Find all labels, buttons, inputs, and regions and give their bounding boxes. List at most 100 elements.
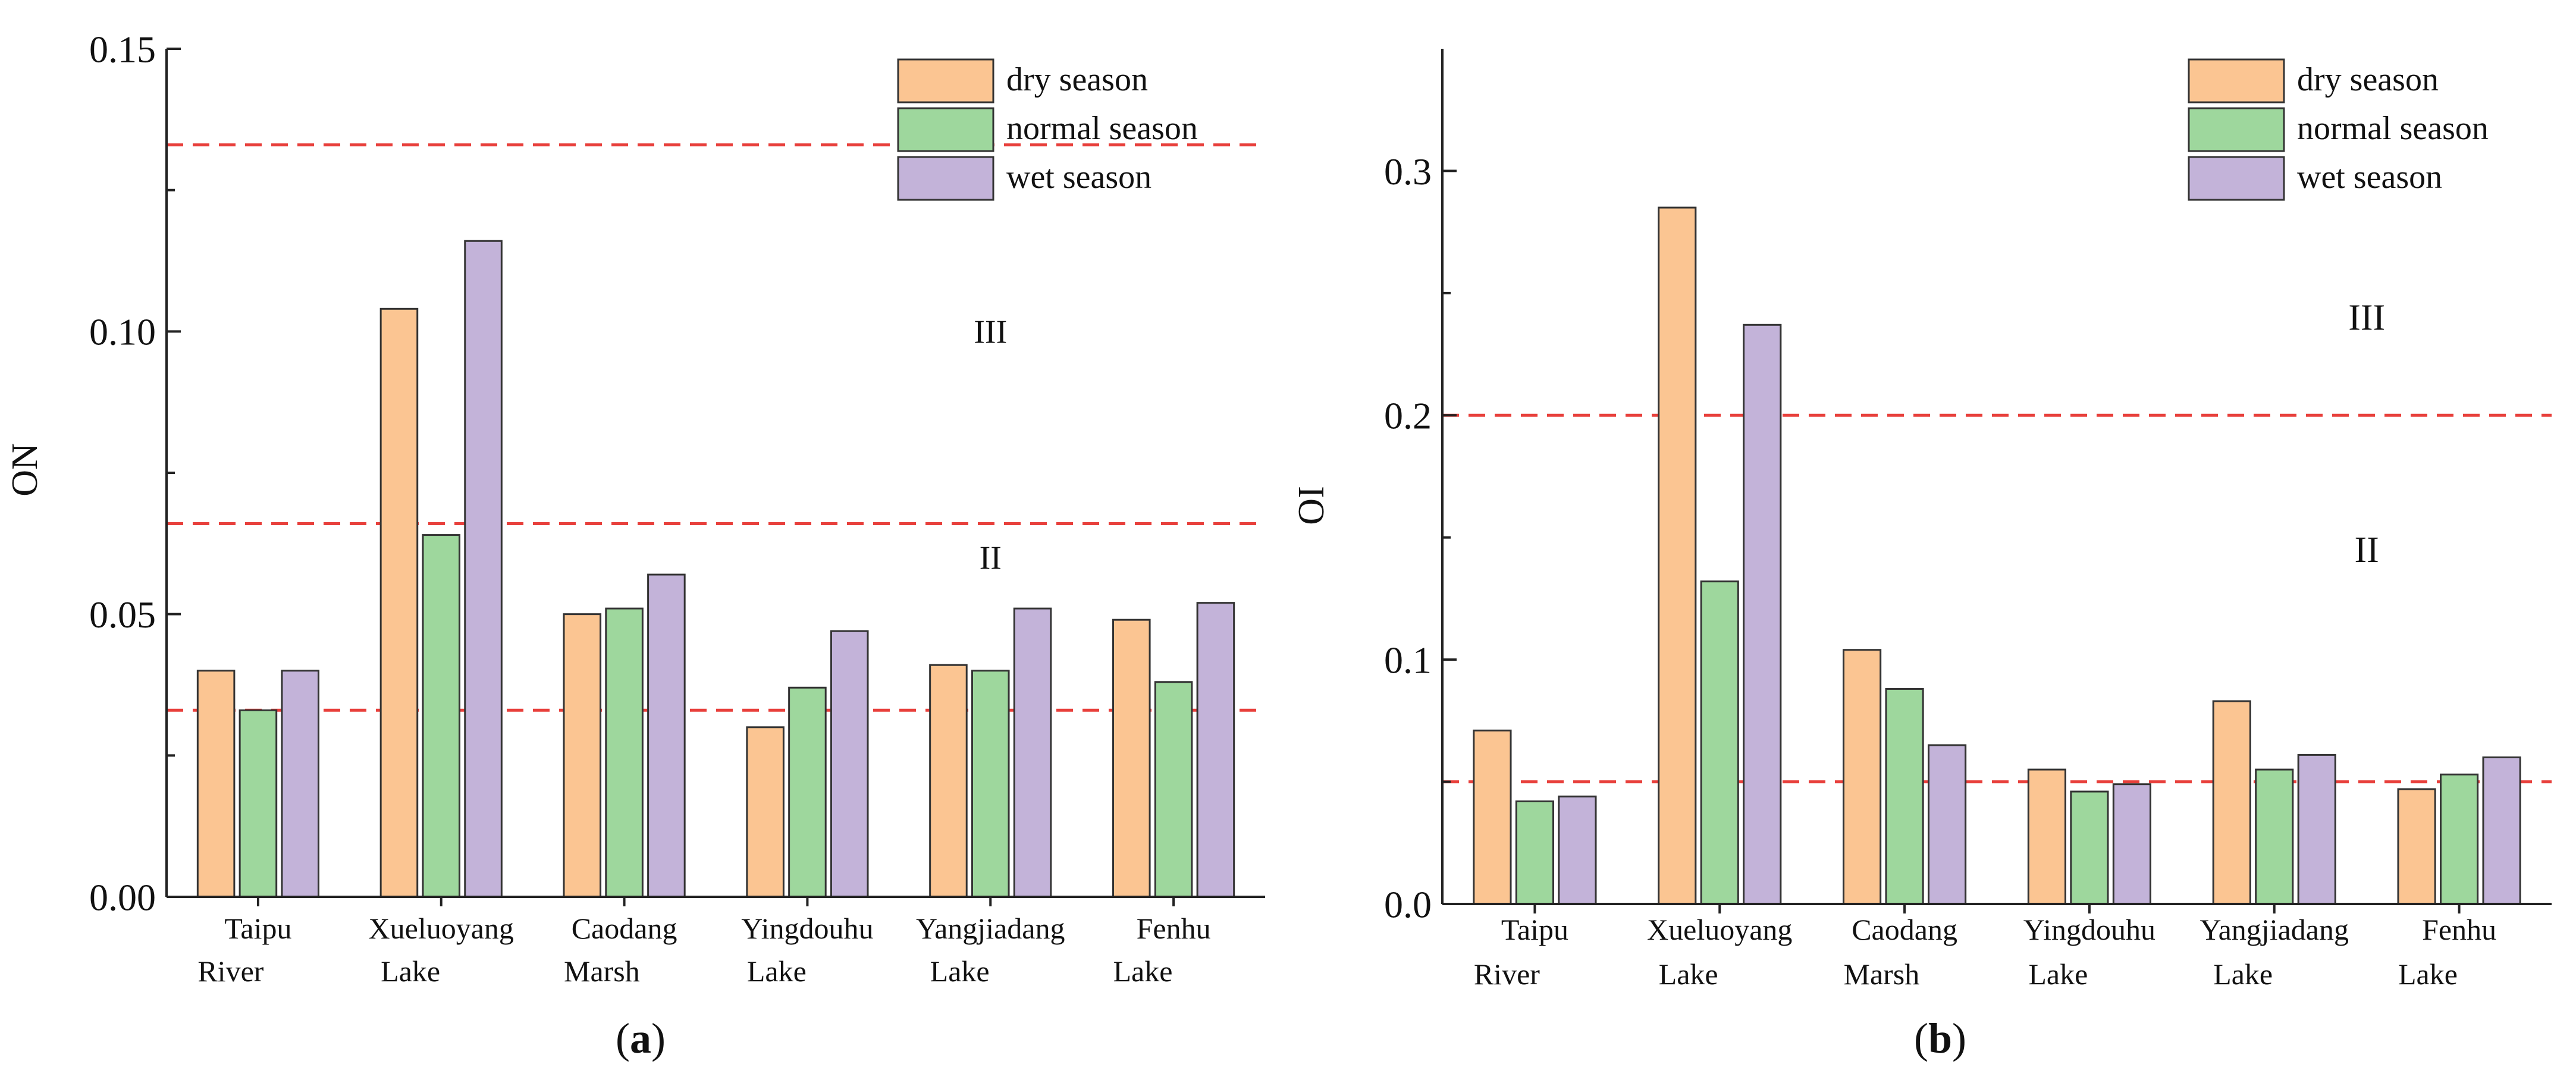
y-tick-label: 0.15 (89, 28, 156, 70)
x-tick-label: Taipu (224, 912, 291, 945)
x-tick-label: Yingdouhu (741, 912, 873, 945)
y-tick-label: 0.05 (89, 594, 156, 636)
bar-wet-season (281, 670, 320, 898)
bar-dry-season (2212, 700, 2251, 905)
bars-b (1473, 206, 2521, 905)
x-tick-label: Caodang (1852, 913, 1957, 946)
chart-panel-a: 0.00 0.05 0.10 0.15 Taipu River Xueluoyang Lak… (5, 28, 1265, 1062)
legend-a: dry season normal season wet season (897, 58, 1198, 201)
x-tick-label: Caodang (572, 912, 677, 945)
y-axis-label-b: OI (1291, 486, 1332, 525)
y-tick-label: 0.2 (1384, 395, 1432, 437)
y-ticks-a: 0.00 0.05 0.10 0.15 (89, 28, 181, 918)
bar-dry-season (1112, 619, 1151, 898)
x-tick-label: Yingdouhu (2023, 913, 2155, 946)
bar-wet-season (1743, 324, 1782, 905)
y-axis-label-a: ON (5, 443, 45, 497)
legend-label: normal season (1006, 110, 1198, 147)
bar-normal-season (239, 709, 278, 898)
bar-dry-season (1658, 206, 1697, 905)
y-tick-label: 0.1 (1384, 639, 1432, 682)
bar-normal-season (2440, 773, 2479, 905)
legend-swatch (2188, 107, 2285, 152)
bar-dry-season (929, 664, 968, 898)
x-tick-labels-b: Taipu River Xueluoyang Lake Caodang Marsh Ying… (1474, 913, 2496, 991)
bar-normal-season (605, 607, 644, 898)
legend-swatch (897, 156, 994, 201)
x-tick-label: Lake (2213, 957, 2273, 991)
x-tick-label: Marsh (1844, 957, 1920, 991)
bar-wet-season (1013, 607, 1052, 898)
bar-normal-season (1154, 681, 1193, 898)
legend-label: wet season (2297, 159, 2442, 196)
chart-panel-b: 0.0 0.1 0.2 0.3 Taipu River Xueluoyang Lake Cao… (1291, 49, 2552, 1062)
zone-label: III (2348, 297, 2385, 338)
bar-normal-season (971, 670, 1010, 898)
bar-dry-season (196, 670, 236, 898)
bar-normal-season (2255, 768, 2294, 905)
x-tick-label: River (197, 955, 263, 988)
bars-a (196, 240, 1235, 898)
legend-swatch (2188, 58, 2285, 103)
bar-wet-season (1196, 602, 1235, 898)
y-ticks-b: 0.0 0.1 0.2 0.3 (1384, 150, 1457, 925)
x-tick-label: Lake (1113, 955, 1172, 988)
bar-dry-season (379, 307, 419, 898)
x-tick-label: Fenhu (2422, 913, 2496, 946)
x-tick-label: Yangjiadang (2200, 913, 2349, 946)
bar-normal-season (2070, 790, 2109, 905)
bar-wet-season (647, 573, 686, 898)
bar-normal-season (1515, 800, 1554, 905)
bar-wet-season (464, 240, 503, 898)
x-tick-labels-a: Taipu River Xueluoyang Lake Caodang Marsh Ying… (197, 912, 1210, 988)
bar-dry-season (1843, 649, 1882, 905)
panel-label-a: (a) (616, 1015, 666, 1062)
bar-dry-season (563, 613, 602, 898)
bar-wet-season (830, 630, 869, 898)
x-tick-label: Taipu (1501, 913, 1568, 946)
y-tick-label: 0.00 (89, 876, 156, 918)
legend-label: dry season (1006, 61, 1148, 98)
x-tick-label: Lake (381, 955, 440, 988)
x-tick-label: River (1474, 957, 1540, 991)
legend-swatch (2188, 156, 2285, 201)
x-tick-label: Xueluoyang (369, 912, 514, 945)
panel-letter-a: a (630, 1015, 651, 1062)
legend-swatch (897, 107, 994, 152)
reference-lines-a (167, 143, 1265, 712)
bar-normal-season (1885, 687, 1924, 905)
bar-dry-season (2027, 768, 2067, 905)
panel-label-b: (b) (1914, 1015, 1966, 1062)
bar-wet-season (2482, 756, 2521, 905)
x-tick-label: Lake (2398, 957, 2458, 991)
legend-label: normal season (2297, 110, 2489, 147)
zone-label: III (974, 313, 1007, 350)
x-tick-label: Lake (930, 955, 990, 988)
legend-label: wet season (1006, 159, 1151, 196)
bar-wet-season (2297, 754, 2336, 905)
bar-dry-season (2397, 788, 2436, 905)
x-tick-label: Lake (747, 955, 807, 988)
bar-dry-season (746, 726, 785, 898)
legend-b: dry season normal season wet season (2188, 58, 2489, 201)
x-tick-label: Lake (1659, 957, 1718, 991)
reference-lines-b (1442, 413, 2552, 784)
y-tick-label: 0.0 (1384, 883, 1432, 925)
panel-letter-b: b (1928, 1015, 1952, 1062)
legend-label: dry season (2297, 61, 2439, 98)
x-tick-label: Lake (2028, 957, 2088, 991)
x-tick-label: Xueluoyang (1647, 913, 1792, 946)
bar-normal-season (422, 534, 461, 898)
bar-normal-season (1700, 580, 1739, 905)
bar-wet-season (2112, 783, 2151, 905)
bar-wet-season (1558, 795, 1597, 905)
x-tick-label: Marsh (564, 955, 640, 988)
bar-dry-season (1473, 729, 1512, 905)
zone-label: II (2355, 530, 2379, 570)
y-tick-label: 0.10 (89, 311, 156, 353)
x-tick-label: Yangjiadang (916, 912, 1065, 945)
bar-wet-season (1927, 744, 1967, 905)
